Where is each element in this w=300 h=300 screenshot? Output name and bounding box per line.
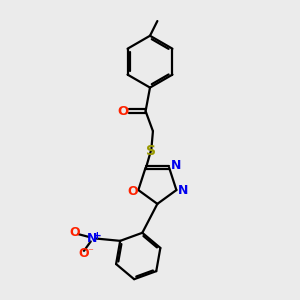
Text: O: O: [79, 247, 89, 260]
Text: O: O: [70, 226, 80, 239]
Text: O: O: [127, 185, 138, 198]
Text: S: S: [146, 144, 157, 158]
Text: N: N: [178, 184, 188, 197]
Text: ⁻: ⁻: [87, 247, 93, 257]
Text: N: N: [170, 159, 181, 172]
Text: N: N: [87, 232, 98, 245]
Text: +: +: [93, 231, 102, 241]
Text: O: O: [118, 105, 129, 118]
